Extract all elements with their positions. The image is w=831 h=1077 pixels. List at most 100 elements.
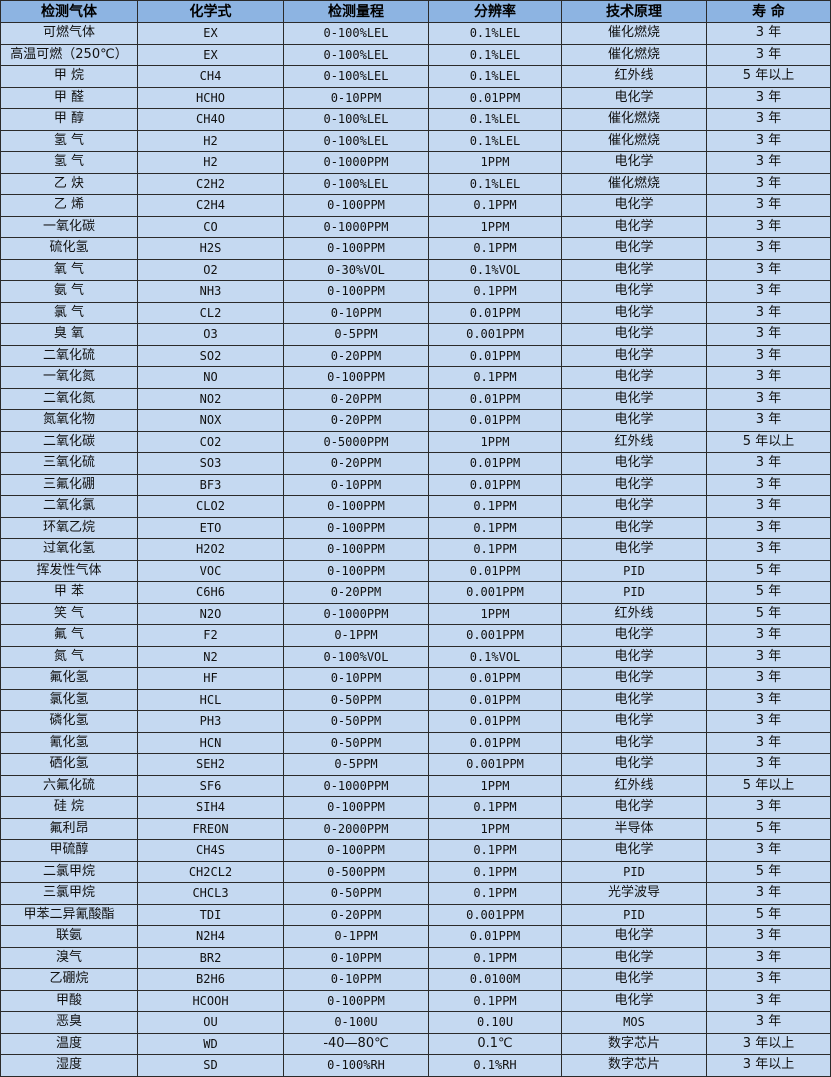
formula-cell: F2 [137,624,284,647]
gas-name-cell: 三氟化硼 [0,473,138,496]
resolution-cell: 0.001PPM [428,753,562,776]
formula-cell: HCL [137,688,284,711]
header-gas: 检测气体 [0,0,138,23]
principle-cell: 红外线 [561,430,707,453]
lifespan-cell: 3 年 [706,237,831,260]
principle-cell: PID [561,581,707,604]
gas-name-cell: 氟化氢 [0,667,138,690]
range-cell: 0-30%VOL [283,258,429,281]
gas-name-cell: 二氯甲烷 [0,860,138,883]
principle-cell: 红外线 [561,774,707,797]
resolution-cell: 0.01PPM [428,301,562,324]
resolution-cell: 0.1PPM [428,989,562,1012]
formula-cell: EX [137,22,284,45]
table-body: 可燃气体 EX 0-100%LEL 0.1%LEL 催化燃烧 3 年高温可燃（250℃） E… [0,22,831,1077]
formula-cell: SO3 [137,452,284,475]
lifespan-cell: 3 年 [706,344,831,367]
resolution-cell: 0.1PPM [428,839,562,862]
gas-name-cell: 磷化氢 [0,710,138,733]
gas-name-cell: 甲酸 [0,989,138,1012]
resolution-cell: 0.1%LEL [428,65,562,88]
formula-cell: CH4 [137,65,284,88]
gas-name-cell: 三氯甲烷 [0,882,138,905]
table-row: 硅 烷 SIH4 0-100PPM 0.1PPM 电化学 3 年 [0,796,831,819]
resolution-cell: 0.1PPM [428,946,562,969]
principle-cell: 催化燃烧 [561,108,707,131]
table-row: 乙 烯 C2H4 0-100PPM 0.1PPM 电化学 3 年 [0,194,831,217]
lifespan-cell: 3 年 [706,796,831,819]
gas-name-cell: 硫化氢 [0,237,138,260]
principle-cell: 电化学 [561,366,707,389]
formula-cell: CH4O [137,108,284,131]
lifespan-cell: 3 年 [706,753,831,776]
lifespan-cell: 3 年 [706,108,831,131]
principle-cell: PID [561,860,707,883]
principle-cell: 半导体 [561,817,707,840]
resolution-cell: 1PPM [428,430,562,453]
range-cell: -40—80℃ [283,1032,429,1055]
table-row: 温度 WD -40—80℃ 0.1℃ 数字芯片 3 年以上 [0,1032,831,1055]
range-cell: 0-10PPM [283,968,429,991]
principle-cell: PID [561,903,707,926]
table-row: 湿度 SD 0-100%RH 0.1%RH 数字芯片 3 年以上 [0,1054,831,1077]
gas-name-cell: 三氧化硫 [0,452,138,475]
formula-cell: CHCL3 [137,882,284,905]
table-row: 甲 醇 CH4O 0-100%LEL 0.1%LEL 催化燃烧 3 年 [0,108,831,131]
principle-cell: 电化学 [561,194,707,217]
table-row: 可燃气体 EX 0-100%LEL 0.1%LEL 催化燃烧 3 年 [0,22,831,45]
resolution-cell: 0.1PPM [428,194,562,217]
gas-name-cell: 恶臭 [0,1011,138,1034]
principle-cell: 电化学 [561,258,707,281]
principle-cell: 催化燃烧 [561,129,707,152]
formula-cell: N2O [137,602,284,625]
principle-cell: 电化学 [561,473,707,496]
lifespan-cell: 3 年 [706,473,831,496]
resolution-cell: 0.10U [428,1011,562,1034]
range-cell: 0-10PPM [283,473,429,496]
formula-cell: SD [137,1054,284,1077]
formula-cell: EX [137,43,284,66]
range-cell: 0-100PPM [283,989,429,1012]
formula-cell: ETO [137,516,284,539]
range-cell: 0-100PPM [283,559,429,582]
table-row: 溴气 BR2 0-10PPM 0.1PPM 电化学 3 年 [0,946,831,969]
resolution-cell: 0.01PPM [428,688,562,711]
gas-name-cell: 挥发性气体 [0,559,138,582]
lifespan-cell: 3 年 [706,1011,831,1034]
table-row: 氢 气 H2 0-1000PPM 1PPM 电化学 3 年 [0,151,831,174]
range-cell: 0-100PPM [283,366,429,389]
gas-name-cell: 甲 醛 [0,86,138,109]
formula-cell: CH2CL2 [137,860,284,883]
range-cell: 0-100PPM [283,194,429,217]
range-cell: 0-100%LEL [283,22,429,45]
resolution-cell: 0.1%VOL [428,645,562,668]
principle-cell: 电化学 [561,731,707,754]
principle-cell: 催化燃烧 [561,172,707,195]
gas-name-cell: 一氧化碳 [0,215,138,238]
resolution-cell: 0.1PPM [428,538,562,561]
gas-name-cell: 氟利昂 [0,817,138,840]
lifespan-cell: 3 年 [706,215,831,238]
table-row: 甲 烷 CH4 0-100%LEL 0.1%LEL 红外线 5 年以上 [0,65,831,88]
range-cell: 0-100PPM [283,516,429,539]
range-cell: 0-50PPM [283,710,429,733]
formula-cell: H2 [137,151,284,174]
resolution-cell: 0.01PPM [428,710,562,733]
principle-cell: 电化学 [561,280,707,303]
lifespan-cell: 3 年 [706,151,831,174]
range-cell: 0-500PPM [283,860,429,883]
range-cell: 0-100U [283,1011,429,1034]
range-cell: 0-100PPM [283,280,429,303]
table-row: 甲苯二异氰酸酯 TDI 0-20PPM 0.001PPM PID 5 年 [0,903,831,926]
range-cell: 0-20PPM [283,409,429,432]
table-row: 一氧化氮 NO 0-100PPM 0.1PPM 电化学 3 年 [0,366,831,389]
formula-cell: H2S [137,237,284,260]
table-row: 甲 醛 HCHO 0-10PPM 0.01PPM 电化学 3 年 [0,86,831,109]
lifespan-cell: 3 年 [706,882,831,905]
gas-name-cell: 乙 炔 [0,172,138,195]
resolution-cell: 0.1%VOL [428,258,562,281]
lifespan-cell: 3 年 [706,323,831,346]
principle-cell: PID [561,559,707,582]
gas-name-cell: 联氨 [0,925,138,948]
